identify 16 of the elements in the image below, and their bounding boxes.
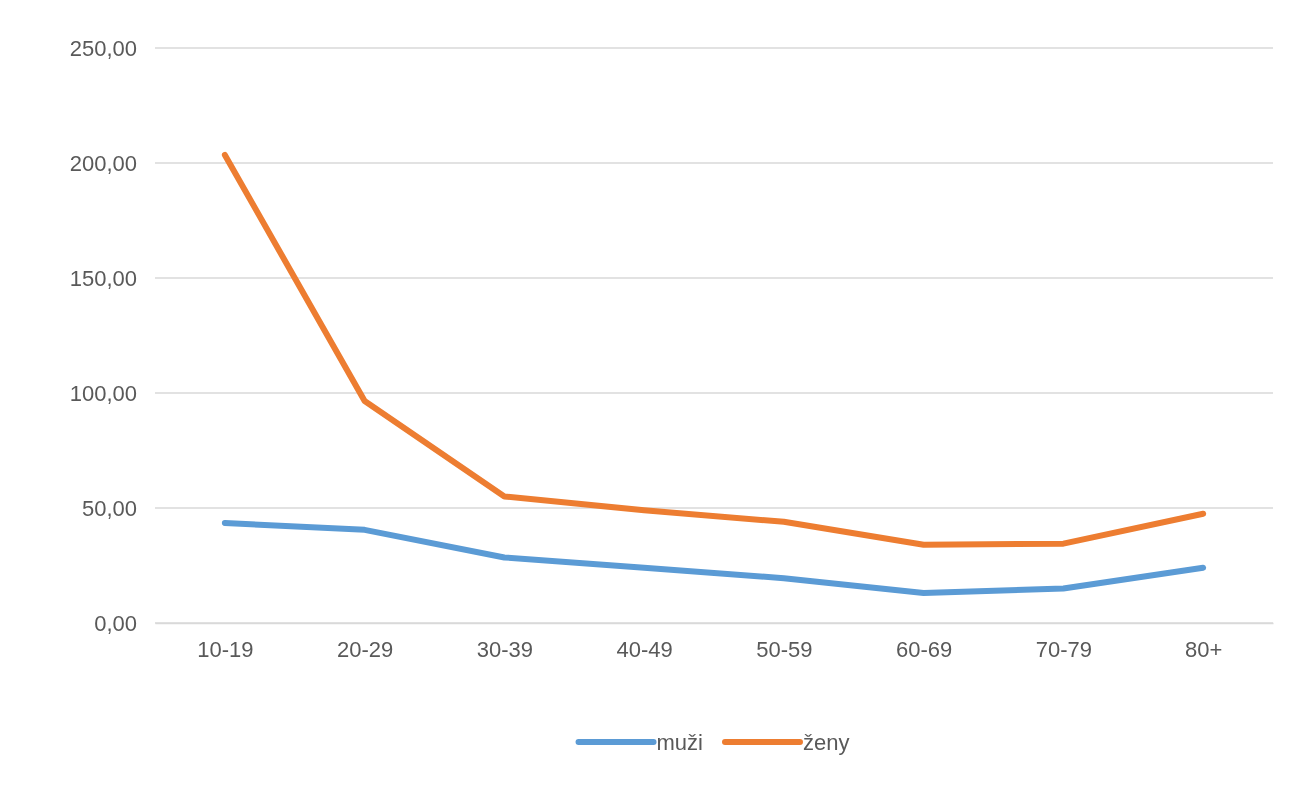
y-tick-label: 250,00 xyxy=(69,35,137,61)
legend-label: muži xyxy=(656,730,703,755)
y-tick-label: 50,00 xyxy=(81,495,137,521)
x-tick-label: 10-19 xyxy=(197,636,254,662)
y-tick-label: 100,00 xyxy=(69,380,137,406)
y-tick-label: 150,00 xyxy=(69,265,137,291)
x-tick-label: 70-79 xyxy=(1035,636,1093,662)
x-tick-label: 50-59 xyxy=(756,636,813,662)
x-tick-label: 80+ xyxy=(1184,636,1223,662)
y-tick-label: 200,00 xyxy=(69,150,137,176)
x-tick-label: 20-29 xyxy=(336,636,394,662)
y-tick-label: 0,00 xyxy=(94,610,137,636)
x-tick-label: 30-39 xyxy=(476,636,534,662)
x-tick-label: 40-49 xyxy=(616,636,673,662)
legend-label: ženy xyxy=(802,730,850,755)
x-tick-label: 60-69 xyxy=(895,636,953,662)
